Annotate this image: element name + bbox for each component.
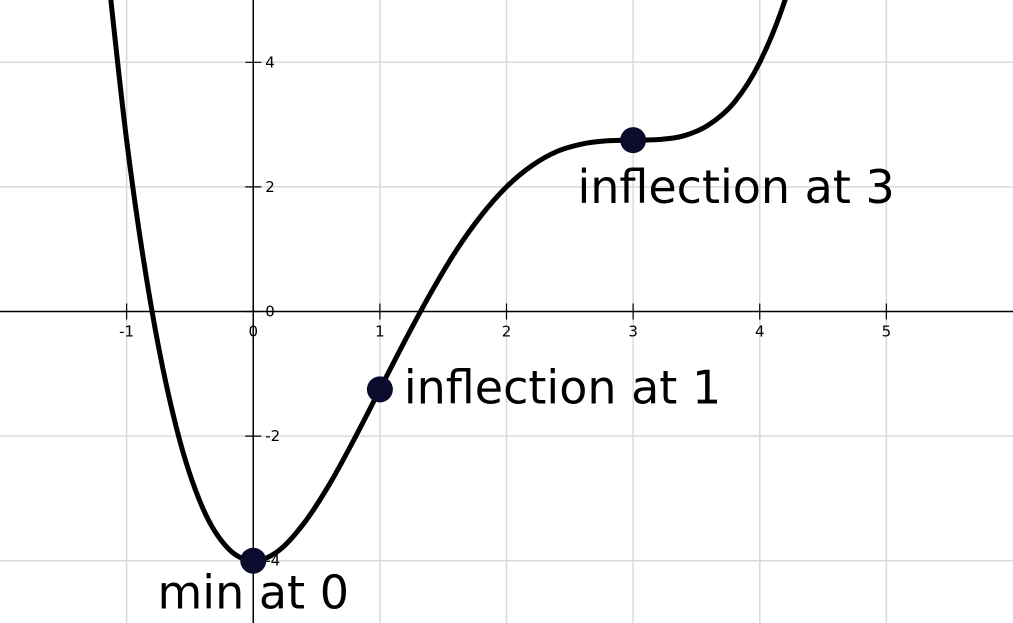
x-tick-label: 5 <box>882 323 892 341</box>
x-tick-label: 2 <box>502 323 512 341</box>
annotation: min at 0 <box>158 566 349 620</box>
point <box>240 547 267 574</box>
curve <box>108 0 788 564</box>
x-tick-label: 3 <box>628 323 638 341</box>
y-tick-label: 2 <box>265 178 275 196</box>
y-tick-label: 4 <box>265 53 275 71</box>
annotation: inflection at 1 <box>404 360 721 414</box>
x-tick-label: 0 <box>248 323 258 341</box>
y-tick-label: -2 <box>265 427 280 445</box>
labels: -1 0 1 2 3 4 5 -4 -2 0 2 4 min at 0 inflection at 1 in… <box>119 53 895 619</box>
y-tick-label: -4 <box>265 552 280 570</box>
y-tick-label: 0 <box>265 303 275 321</box>
x-tick-label: 4 <box>755 323 765 341</box>
point <box>620 127 647 154</box>
point <box>366 376 393 403</box>
plot <box>108 0 788 574</box>
annotation: inflection at 3 <box>577 160 894 214</box>
x-tick-label: 1 <box>375 323 385 341</box>
x-tick-label: -1 <box>119 323 134 341</box>
